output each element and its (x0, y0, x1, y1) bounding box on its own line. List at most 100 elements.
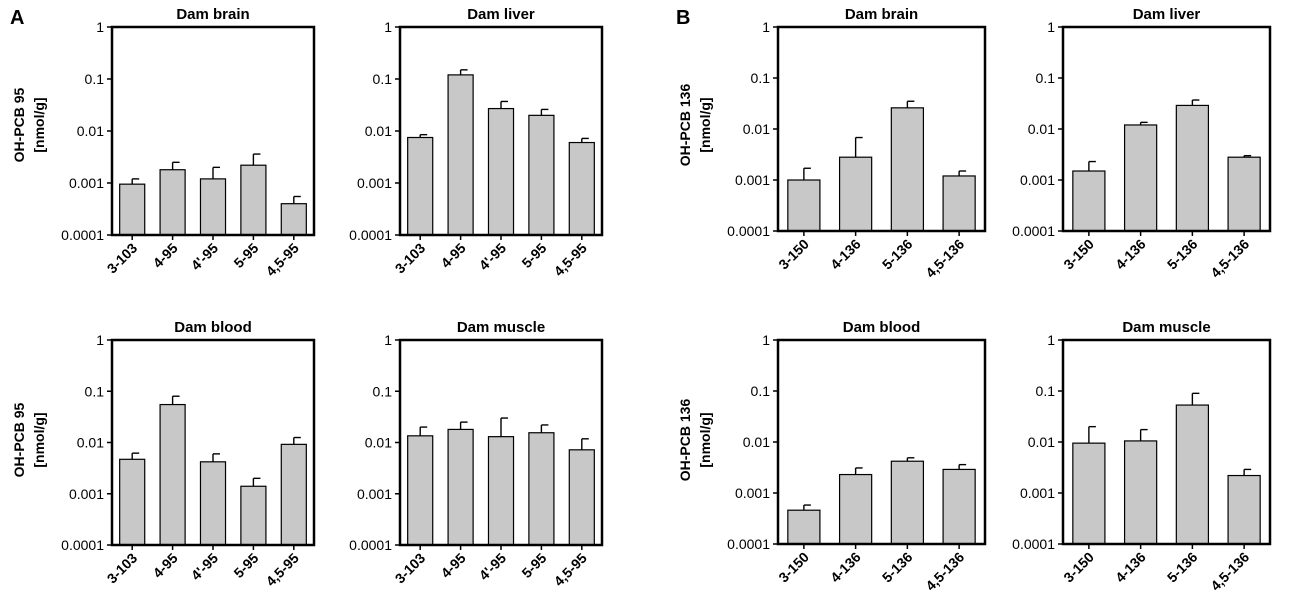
y-tick-label: 1 (1047, 19, 1055, 35)
bar (119, 458, 146, 546)
y-tick-label: 1 (96, 19, 104, 35)
x-tick-label: 4,5-95 (263, 240, 303, 280)
bar (280, 203, 307, 236)
bar (119, 183, 146, 236)
y-tick-label: 0.01 (1028, 121, 1055, 137)
x-tick-label: 3-150 (1060, 549, 1097, 586)
x-tick-label: 4-95 (438, 240, 469, 271)
bar (942, 468, 976, 545)
bar (199, 178, 227, 236)
bar (528, 432, 555, 546)
y-tick-label: 0.1 (751, 70, 771, 86)
y-tick-label: 0.0001 (349, 537, 392, 553)
bar (787, 179, 821, 232)
y-tick-label: 1 (762, 332, 770, 348)
y-tick-label: 1 (96, 332, 104, 348)
chart-title: Dam blood (843, 319, 921, 336)
bar (447, 428, 474, 546)
x-tick-label: 4-95 (438, 550, 469, 581)
x-tick-label: 4,5-136 (922, 549, 967, 594)
y-tick-label: 0.0001 (727, 223, 770, 239)
bar (1227, 156, 1261, 232)
bar (838, 473, 873, 545)
bar (528, 114, 555, 236)
bar (1123, 440, 1158, 545)
x-tick-label: 4,5-136 (922, 236, 967, 281)
x-tick-label: 3-103 (392, 550, 429, 587)
panel-letter-b: B (676, 7, 690, 29)
y-tick-label: 1 (384, 19, 392, 35)
x-tick-label: 5-136 (1164, 236, 1201, 273)
bar (1072, 442, 1106, 545)
bar (240, 164, 267, 236)
bar (1123, 124, 1158, 232)
x-tick-label: 4'-95 (188, 240, 222, 274)
x-tick-label: 5-95 (230, 550, 261, 581)
bar (890, 107, 925, 232)
x-tick-label: 3-103 (104, 550, 141, 587)
bar (568, 449, 595, 546)
y-tick-label: 0.0001 (349, 227, 392, 243)
x-tick-label: 4'-95 (476, 550, 510, 584)
plot-frame (110, 338, 316, 547)
x-tick-label: 4-136 (1112, 236, 1149, 273)
y-tick-label: 0.001 (735, 172, 770, 188)
x-tick-label: 4-95 (150, 240, 181, 271)
y-axis-label-a-top: OH-PCB 95 [nmol/g] (11, 87, 47, 162)
svg-text:OH-PCB 136: OH-PCB 136 (677, 399, 693, 482)
y-tick-label: 1 (762, 19, 770, 35)
y-tick-label: 0.01 (365, 123, 392, 139)
x-tick-label: 4,5-136 (1207, 236, 1252, 281)
plot-frame (776, 338, 987, 546)
x-tick-label: 5-136 (879, 236, 916, 273)
y-tick-label: 0.001 (735, 485, 770, 501)
bar (199, 461, 227, 546)
y-tick-label: 0.0001 (61, 537, 104, 553)
bar (568, 141, 595, 236)
y-tick-label: 0.001 (69, 486, 104, 502)
y-tick-label: 0.001 (1020, 172, 1055, 188)
chart-title: Dam muscle (457, 319, 545, 336)
x-tick-label: 3-150 (1060, 236, 1097, 273)
bar (1227, 474, 1261, 545)
x-tick-label: 3-103 (104, 240, 141, 277)
y-tick-label: 0.1 (85, 71, 105, 87)
bar (487, 107, 515, 236)
y-tick-label: 0.001 (357, 175, 392, 191)
x-tick-label: 3-150 (775, 236, 812, 273)
svg-text:[nmol/g]: [nmol/g] (697, 412, 713, 467)
bar (838, 156, 873, 232)
x-tick-label: 4'-95 (476, 240, 510, 274)
y-tick-label: 0.0001 (727, 536, 770, 552)
chart-title: Dam brain (845, 6, 918, 23)
y-tick-label: 0.001 (69, 175, 104, 191)
svg-text:[nmol/g]: [nmol/g] (31, 97, 47, 152)
chart-title: Dam liver (467, 6, 535, 23)
x-tick-label: 4'-95 (188, 550, 222, 584)
bar (159, 169, 186, 236)
plot-frame (110, 25, 316, 237)
y-tick-label: 0.0001 (61, 227, 104, 243)
y-tick-label: 0.1 (373, 71, 393, 87)
y-axis-label-b-top: OH-PCB 136 [nmol/g] (677, 84, 713, 167)
x-tick-label: 4-136 (1112, 549, 1149, 586)
y-axis-label-b-bottom: OH-PCB 136 [nmol/g] (677, 399, 713, 482)
bar (447, 74, 474, 236)
chart-title: Dam brain (176, 6, 249, 23)
x-tick-label: 4-136 (827, 549, 864, 586)
chart-2: Dam brain 1 0.1 0.01 0.001 0.0001 3-150 4-136 5-… (727, 6, 987, 281)
y-tick-label: 0.1 (751, 383, 771, 399)
y-tick-label: 1 (1047, 332, 1055, 348)
x-tick-label: 5-95 (230, 240, 261, 271)
plot-frame (1061, 25, 1272, 233)
y-tick-label: 0.1 (1036, 383, 1056, 399)
plot-frame (776, 25, 987, 233)
y-tick-label: 0.01 (1028, 434, 1055, 450)
bar (1072, 170, 1106, 232)
bar (159, 403, 186, 546)
chart-title: Dam liver (1133, 6, 1201, 23)
x-tick-label: 4,5-136 (1207, 549, 1252, 594)
